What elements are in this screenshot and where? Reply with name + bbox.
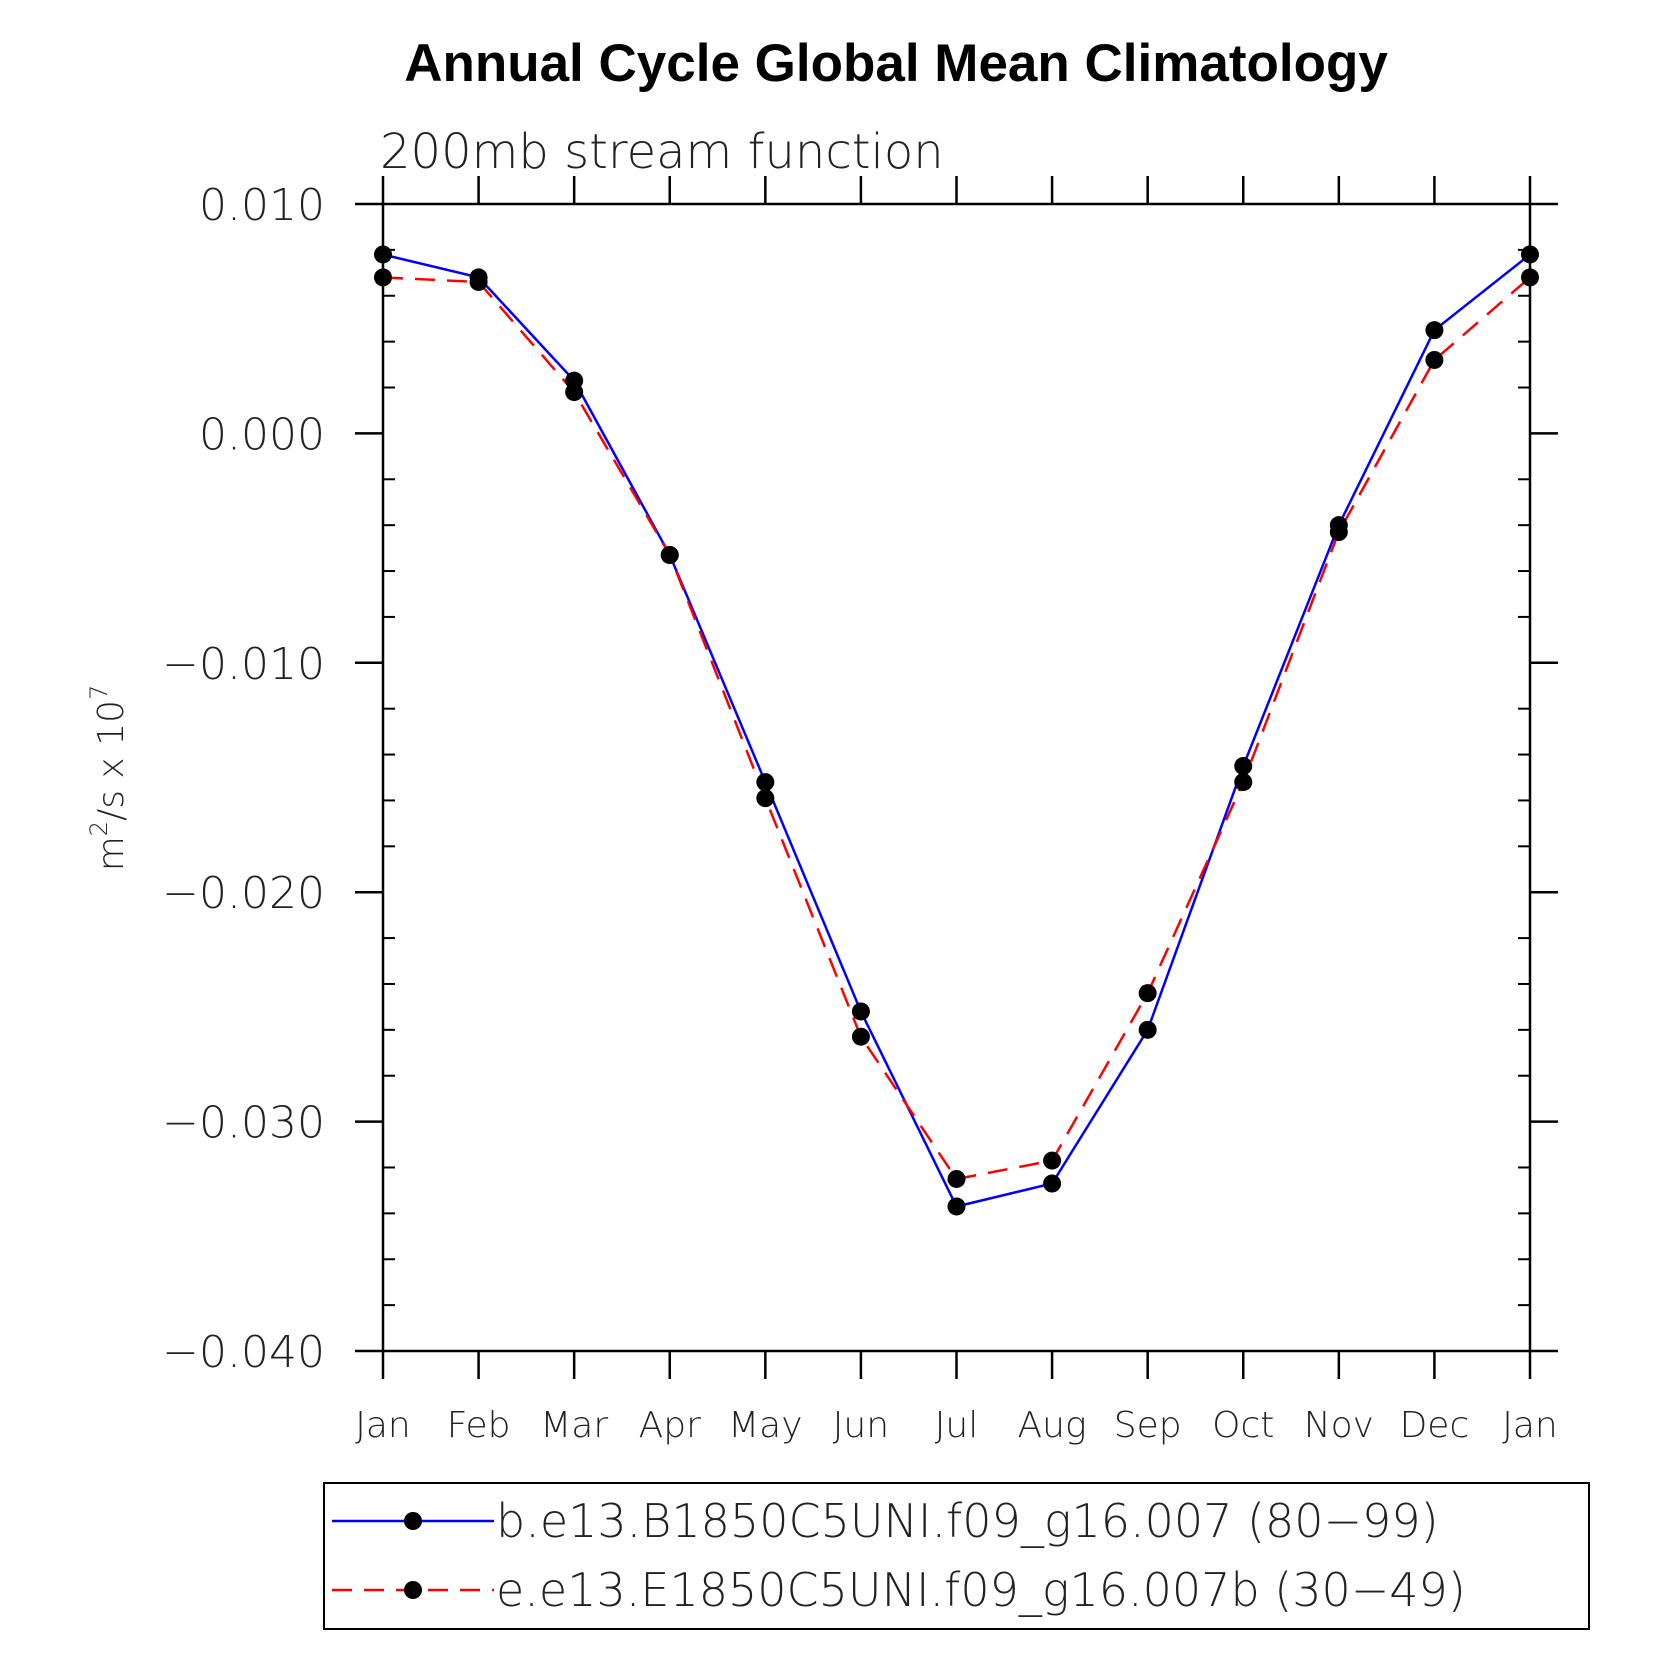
series-1-point [1425, 321, 1444, 340]
series-1-point [1234, 757, 1253, 776]
legend-box [323, 1482, 1590, 1630]
series-line-2 [382, 276, 1531, 1181]
x-tick-label: Dec [1400, 1405, 1470, 1446]
x-tick-label: Jan [355, 1405, 411, 1446]
series-1-point [851, 1002, 870, 1021]
y-tick-label: −0.010 [162, 639, 325, 690]
x-tick-label: Aug [1018, 1405, 1087, 1446]
x-tick-label: Jul [935, 1405, 978, 1446]
x-tick-label: Oct [1212, 1405, 1274, 1446]
series-2-point [756, 789, 775, 808]
x-tick-label: Jan [1502, 1405, 1558, 1446]
series-1-point [1138, 1020, 1157, 1039]
legend-label-series-1: b.e13.B1850C5UNI.f09_g16.007 (80−99) [496, 1494, 1439, 1548]
y-axis-label: m2/s x 107 [85, 685, 132, 872]
x-tick-label: May [728, 1405, 802, 1446]
y-tick-labels: 0.010 0.000 −0.010 −0.020 −0.030 −0.040 [162, 180, 325, 1378]
series-layer [374, 245, 1539, 1216]
series-2-point [947, 1169, 966, 1188]
series-1-point [1521, 245, 1539, 264]
y-tick-label: 0.010 [199, 180, 325, 231]
series-2-point [660, 545, 679, 564]
series-2-point [374, 268, 392, 287]
series-2-point [1329, 523, 1348, 542]
series-1-point [1043, 1174, 1062, 1193]
y-tick-label: −0.020 [162, 868, 325, 919]
x-tick-label: Sep [1114, 1405, 1182, 1446]
series-1-point [374, 245, 392, 264]
series-line-1 [382, 253, 1531, 1208]
y-tick-label: −0.030 [162, 1098, 325, 1149]
x-tick-label: Jun [833, 1405, 889, 1446]
x-tick-label: Mar [540, 1405, 608, 1446]
series-2-point [565, 383, 584, 402]
series-2-point [1234, 773, 1253, 792]
chart-title: Annual Cycle Global Mean Climatology [404, 34, 1388, 93]
y-tick-label: 0.000 [199, 409, 325, 460]
series-2-point [1043, 1151, 1062, 1170]
legend: b.e13.B1850C5UNI.f09_g16.007 (80−99) e.e… [323, 1482, 1590, 1630]
legend-marker-series-2 [404, 1581, 422, 1599]
series-1-point [947, 1197, 966, 1216]
y-tick-label: −0.040 [162, 1327, 325, 1378]
series-2-point [1521, 268, 1539, 287]
axis-ticks [355, 176, 1558, 1379]
x-tick-label: Feb [447, 1405, 511, 1446]
chart-subtitle: 200mb stream function [380, 124, 944, 180]
legend-marker-series-1 [404, 1512, 422, 1530]
series-2-point [469, 272, 488, 291]
series-2-point [1425, 350, 1444, 369]
series-2-point [1138, 984, 1157, 1003]
x-tick-label: Apr [639, 1405, 701, 1446]
legend-label-series-2: e.e13.E1850C5UNI.f09_g16.007b (30−49) [496, 1563, 1466, 1617]
x-tick-labels: Jan Feb Mar Apr May Jun Jul Aug Sep Oct Nov Dec Jan [355, 1405, 1558, 1446]
series-2-point [851, 1027, 870, 1046]
x-tick-label: Nov [1304, 1405, 1374, 1446]
series-1-point [756, 773, 775, 792]
